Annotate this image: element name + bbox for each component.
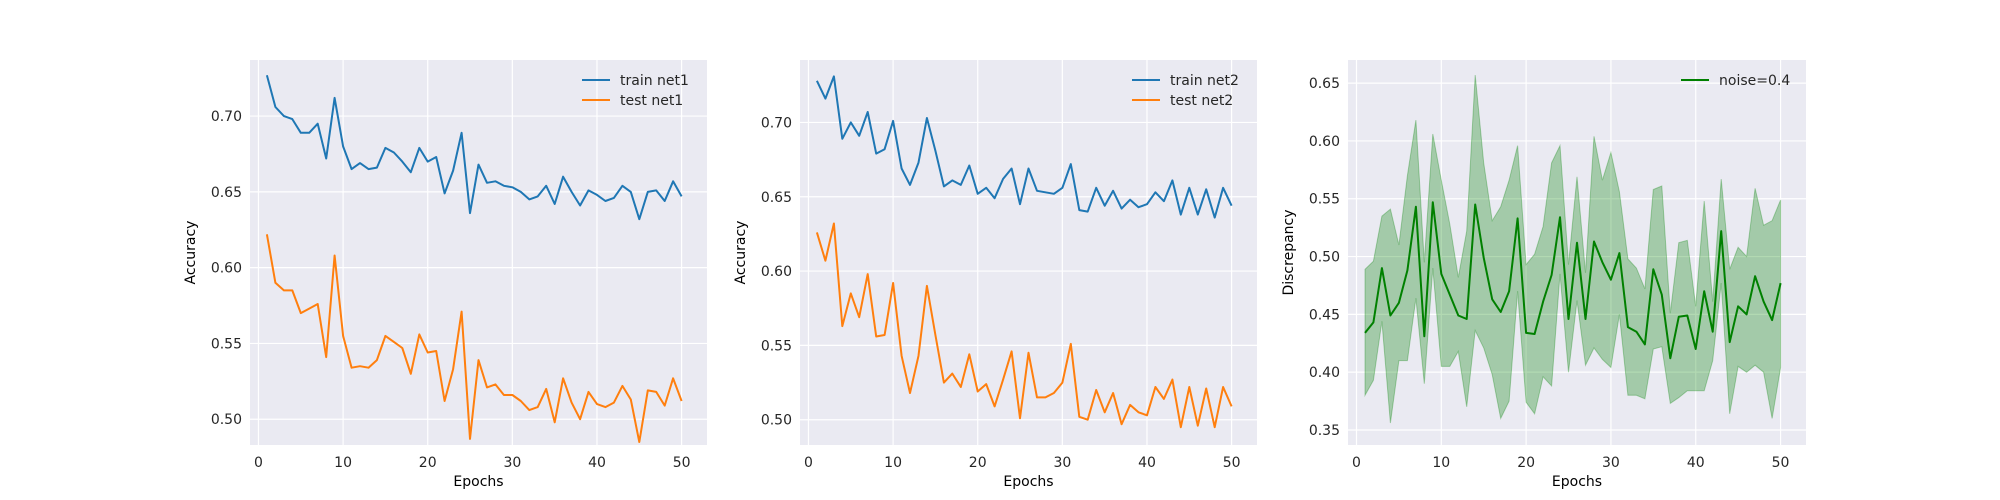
x-tick-label: 50 bbox=[1772, 455, 1790, 471]
x-tick-label: 30 bbox=[1602, 455, 1620, 471]
y-tick-label: 0.50 bbox=[211, 412, 242, 428]
x-tick-label: 30 bbox=[503, 455, 521, 471]
y-tick-label: 0.55 bbox=[761, 338, 792, 354]
series-line bbox=[815, 75, 1233, 219]
x-tick-label: 50 bbox=[1223, 455, 1241, 471]
legend-label: test net1 bbox=[620, 93, 683, 109]
series-confidence-band bbox=[1364, 74, 1782, 424]
y-axis-label: Discrepancy bbox=[1281, 209, 1297, 295]
chart-panel-net2: 0 10 20 30 40 50 0.50 0.55 0.60 0.65 0.70 Epochs Acc… bbox=[733, 60, 1257, 490]
x-tick-label: 40 bbox=[1138, 455, 1156, 471]
y-tick-label: 0.70 bbox=[211, 109, 242, 125]
legend-label: test net2 bbox=[1170, 93, 1233, 109]
series-line bbox=[265, 74, 683, 221]
x-tick-label: 50 bbox=[673, 455, 691, 471]
x-tick-label: 20 bbox=[419, 455, 437, 471]
y-tick-label: 0.55 bbox=[211, 336, 242, 352]
x-tick-label: 0 bbox=[254, 455, 263, 471]
x-tick-label: 20 bbox=[969, 455, 987, 471]
y-tick-label: 0.45 bbox=[1309, 307, 1340, 323]
x-tick-label: 20 bbox=[1517, 455, 1535, 471]
y-tick-label: 0.70 bbox=[761, 115, 792, 131]
x-tick-label: 0 bbox=[804, 455, 813, 471]
y-tick-label: 0.55 bbox=[1309, 192, 1340, 208]
chart-panel-discrepancy: 0 10 20 30 40 50 0.35 0.40 0.45 0.50 0.55 0.60 0.65 E… bbox=[1281, 60, 1806, 490]
y-tick-label: 0.35 bbox=[1309, 423, 1340, 439]
y-axis-label: Accuracy bbox=[183, 221, 199, 285]
series-line bbox=[815, 222, 1233, 429]
x-axis-label: Epochs bbox=[453, 474, 503, 490]
x-tick-label: 10 bbox=[1432, 455, 1450, 471]
legend-label: noise=0.4 bbox=[1719, 73, 1790, 89]
legend-label: train net2 bbox=[1170, 73, 1239, 89]
plot-background bbox=[250, 60, 707, 445]
y-tick-label: 0.60 bbox=[1309, 134, 1340, 150]
x-tick-label: 10 bbox=[884, 455, 902, 471]
y-tick-label: 0.50 bbox=[761, 413, 792, 429]
x-tick-label: 40 bbox=[588, 455, 606, 471]
x-tick-label: 30 bbox=[1053, 455, 1071, 471]
x-tick-label: 10 bbox=[334, 455, 352, 471]
y-tick-label: 0.65 bbox=[211, 185, 242, 201]
y-tick-label: 0.40 bbox=[1309, 365, 1340, 381]
x-axis-label: Epochs bbox=[1003, 474, 1053, 490]
y-axis-label: Accuracy bbox=[733, 221, 749, 285]
x-tick-label: 0 bbox=[1352, 455, 1361, 471]
legend-label: train net1 bbox=[620, 73, 689, 89]
series-line bbox=[1364, 201, 1782, 360]
y-tick-label: 0.65 bbox=[761, 190, 792, 206]
y-tick-label: 0.50 bbox=[1309, 250, 1340, 266]
chart-panel-net1: 0 10 20 30 40 50 0.50 0.55 0.60 0.65 0.70 Epochs Acc… bbox=[183, 60, 707, 490]
y-tick-label: 0.65 bbox=[1309, 76, 1340, 92]
x-axis-label: Epochs bbox=[1552, 474, 1602, 490]
x-tick-label: 40 bbox=[1687, 455, 1705, 471]
y-tick-label: 0.60 bbox=[211, 261, 242, 277]
series-line bbox=[265, 234, 683, 443]
y-tick-label: 0.60 bbox=[761, 264, 792, 280]
plot-background bbox=[1348, 60, 1806, 445]
plot-background bbox=[800, 60, 1257, 445]
